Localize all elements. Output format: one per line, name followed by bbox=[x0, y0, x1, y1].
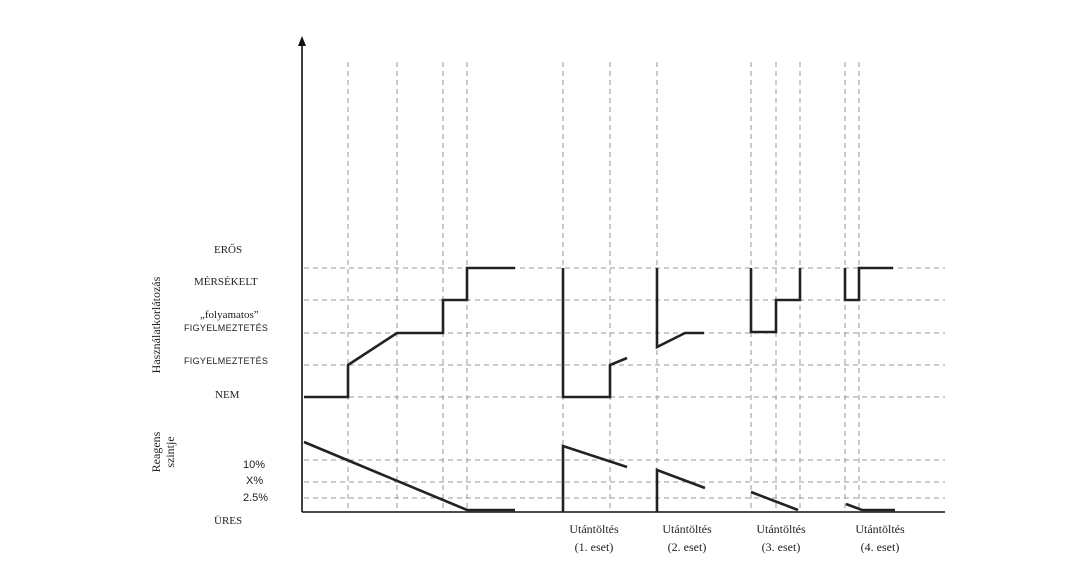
level-label-merseklet: MÉRSÉKELT bbox=[194, 276, 258, 288]
level-label-folyamatos: „folyamatos” bbox=[200, 309, 259, 321]
reagent-trace-case1 bbox=[561, 444, 628, 512]
reagent-trace-case2 bbox=[655, 468, 706, 512]
reagent-label-x: X% bbox=[246, 475, 263, 487]
restriction-trace-case1 bbox=[561, 268, 628, 399]
reagent-axis-title-line1: Reagens bbox=[149, 431, 163, 472]
reagent-traces bbox=[303, 440, 895, 512]
horizontal-gridlines bbox=[304, 267, 945, 499]
refill-captions: Utántöltés (1. eset) Utántöltés (2. eset… bbox=[569, 522, 905, 554]
restriction-trace-main bbox=[304, 266, 515, 399]
reagent-label-ures: ÜRES bbox=[214, 515, 242, 527]
vertical-gridlines bbox=[347, 62, 860, 512]
restriction-axis-title: Használatkorlátozás bbox=[149, 276, 163, 373]
refill-caption-2-line1: Utántöltés bbox=[662, 522, 712, 536]
restriction-trace-case3 bbox=[749, 268, 802, 334]
level-label-folyamatos-figyelmeztetes: FIGYELMEZTETÉS bbox=[184, 323, 268, 333]
refill-caption-3-line1: Utántöltés bbox=[756, 522, 806, 536]
reagent-label-2-5: 2.5% bbox=[243, 492, 268, 504]
main-axis bbox=[298, 36, 945, 513]
restriction-trace-case4 bbox=[843, 266, 893, 302]
reagent-axis-title-line2: szintje bbox=[163, 436, 177, 467]
reagent-trace-main bbox=[303, 440, 515, 512]
refill-caption-4-line2: (4. eset) bbox=[861, 540, 900, 554]
refill-caption-4-line1: Utántöltés bbox=[855, 522, 905, 536]
level-label-figyelmeztetes: FIGYELMEZTETÉS bbox=[184, 356, 268, 366]
refill-caption-3-line2: (3. eset) bbox=[762, 540, 801, 554]
reagent-trace-case3 bbox=[750, 490, 799, 512]
level-label-eros: ERŐS bbox=[214, 244, 242, 256]
reagent-trace-case4 bbox=[845, 502, 895, 512]
restriction-traces bbox=[304, 266, 893, 399]
refill-caption-1-line2: (1. eset) bbox=[575, 540, 614, 554]
level-label-nem: NEM bbox=[215, 389, 240, 401]
reagent-label-10: 10% bbox=[243, 459, 265, 471]
restriction-trace-case2 bbox=[655, 268, 704, 350]
refill-caption-2-line2: (2. eset) bbox=[668, 540, 707, 554]
refill-caption-1-line1: Utántöltés bbox=[569, 522, 619, 536]
axis-arrow-icon bbox=[298, 36, 306, 46]
